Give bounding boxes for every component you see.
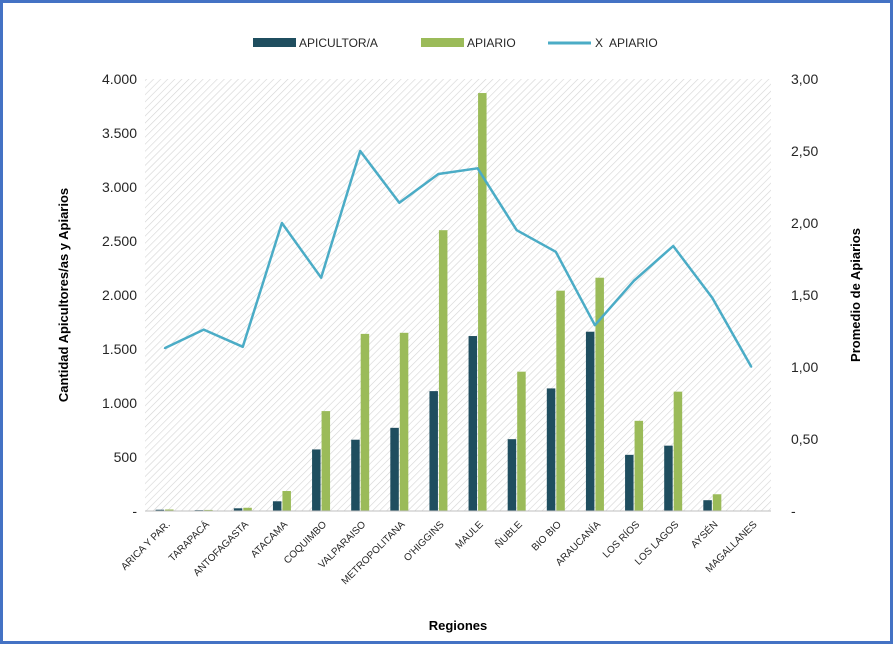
line-point <box>594 324 596 326</box>
bar-apicultor <box>351 440 360 511</box>
line-point <box>203 329 205 331</box>
line-point <box>242 346 244 348</box>
line-point <box>672 245 674 247</box>
y-tick-label: 1.500 <box>102 341 137 357</box>
y2-tick-label: 0,50 <box>791 431 818 447</box>
y-axis-ticks: - 500 1.000 1.500 2.000 2.500 3.000 3.500 4.000 <box>102 71 137 519</box>
x-axis-title: Regiones <box>429 618 488 633</box>
y-tick-label: - <box>132 503 137 519</box>
y-tick-label: 3.500 <box>102 125 137 141</box>
line-point <box>555 251 557 253</box>
legend: APICULTOR/A APIARIO X APIARIO <box>253 36 658 50</box>
category-label: ATACAMA <box>249 519 290 560</box>
bar-apicultor <box>625 455 634 511</box>
bar-apiario <box>400 333 409 511</box>
bar-apiario <box>439 230 448 511</box>
y-tick-label: 4.000 <box>102 71 137 87</box>
line-point <box>320 277 322 279</box>
bar-apiario <box>556 291 565 511</box>
bar-apicultor <box>586 332 595 511</box>
category-label: AYSÉN <box>688 518 721 551</box>
legend-label-apiario: APIARIO <box>467 36 516 50</box>
bar-apiario <box>361 334 370 511</box>
bar-apiario <box>595 278 604 511</box>
bar-apiario <box>635 421 644 511</box>
bar-apicultor <box>390 428 399 511</box>
bar-apiario <box>478 93 487 511</box>
y2-tick-label: 1,00 <box>791 359 818 375</box>
line-point <box>438 173 440 175</box>
bar-apicultor <box>547 388 556 511</box>
category-labels: ARICA Y PAR.TARAPACÁANTOFAGASTAATACAMACO… <box>119 518 759 587</box>
y2-axis-ticks: - 0,50 1,00 1,50 2,00 2,50 3,00 <box>791 71 818 519</box>
y-tick-label: 3.000 <box>102 179 137 195</box>
bar-apiario <box>322 411 331 511</box>
y-axis-title: Cantidad Apicultores/as y Apiarios <box>56 188 71 402</box>
bar-apicultor <box>664 446 673 511</box>
y2-tick-label: 1,50 <box>791 287 818 303</box>
chart-svg: APICULTOR/A APIARIO X APIARIO - 500 1.000 1… <box>3 3 890 641</box>
y-tick-label: 1.000 <box>102 395 137 411</box>
line-point <box>399 202 401 204</box>
category-label: MAULE <box>454 519 486 551</box>
bar-apiario <box>282 491 291 511</box>
line-point <box>633 280 635 282</box>
line-point <box>712 297 714 299</box>
legend-swatch-apiario <box>421 38 464 47</box>
y2-axis-title: Promedio de Apiarios <box>848 228 863 362</box>
y-tick-label: 500 <box>114 449 138 465</box>
y2-tick-label: - <box>791 503 796 519</box>
y-tick-label: 2.000 <box>102 287 137 303</box>
y2-tick-label: 2,00 <box>791 215 818 231</box>
bar-apiario <box>713 494 722 511</box>
line-point <box>516 229 518 231</box>
y2-tick-label: 2,50 <box>791 143 818 159</box>
bar-apicultor <box>508 439 517 511</box>
line-point <box>164 347 166 349</box>
bar-apiario <box>674 392 683 511</box>
line-point <box>751 366 753 368</box>
bar-apicultor <box>429 391 438 511</box>
bar-apicultor <box>312 449 321 511</box>
category-label: ARICA Y PAR. <box>119 519 172 572</box>
legend-label-apicultor: APICULTOR/A <box>299 36 378 50</box>
bar-apiario <box>517 372 526 511</box>
legend-label-x-apiario: X APIARIO <box>595 36 658 50</box>
category-label: LOS RÍOS <box>600 518 643 561</box>
bar-apicultor <box>469 336 478 511</box>
legend-swatch-apicultor <box>253 38 296 47</box>
bar-apicultor <box>273 501 282 511</box>
line-point <box>477 167 479 169</box>
line-point <box>281 222 283 224</box>
category-label: BIO BIO <box>530 519 564 553</box>
category-label: ÑUBLE <box>492 518 525 551</box>
y2-tick-label: 3,00 <box>791 71 818 87</box>
bar-apicultor <box>703 500 712 511</box>
y-tick-label: 2.500 <box>102 233 137 249</box>
line-point <box>359 150 361 152</box>
category-label: O'HIGGINS <box>402 519 447 564</box>
